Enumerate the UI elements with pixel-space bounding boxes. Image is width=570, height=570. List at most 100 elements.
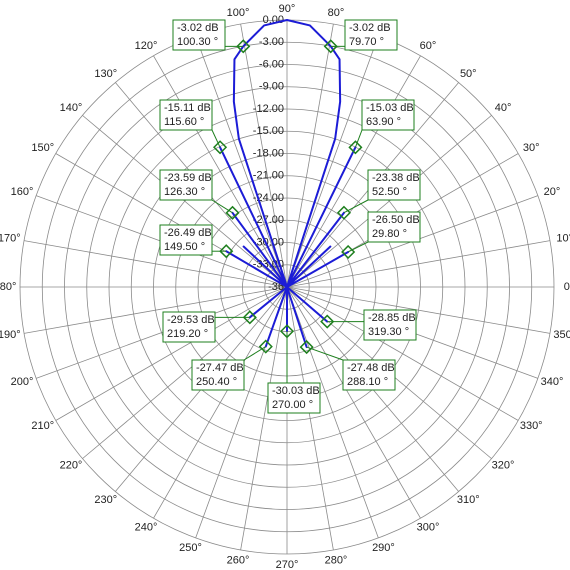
r-tick-label: -30.00	[253, 236, 284, 248]
marker	[219, 244, 234, 259]
marker-value-label: -30.03 dB	[272, 385, 320, 397]
marker-leader	[211, 129, 221, 148]
marker-box	[191, 359, 245, 391]
marker-box	[159, 224, 213, 256]
marker	[212, 140, 228, 155]
angle-tick-label: 200°	[11, 376, 34, 388]
angle-tick-label: 290°	[372, 542, 395, 554]
grid-spoke	[286, 23, 334, 288]
marker-value-label: -27.47 dB	[196, 362, 244, 374]
r-tick-label: -15.00	[253, 125, 284, 137]
marker-angle-label: 288.10 °	[347, 376, 388, 388]
pattern-line	[219, 19, 357, 349]
angle-tick-label: 310°	[457, 494, 480, 506]
marker-value-label: -15.11 dB	[164, 102, 211, 114]
marker	[279, 324, 295, 339]
marker-angle-label: 319.30 °	[368, 326, 409, 338]
angle-tick-label: 250°	[179, 542, 202, 554]
marker-value-label: -27.48 dB	[347, 362, 395, 374]
angle-tick-label: 160°	[11, 186, 34, 198]
angle-tick-label: 120°	[135, 40, 158, 52]
marker-box	[363, 309, 417, 341]
grid-spoke	[286, 286, 334, 551]
marker-angle-label: 219.20 °	[167, 328, 208, 340]
r-tick-label: -21.00	[253, 170, 284, 182]
marker-angle-label: 63.90 °	[366, 116, 401, 128]
angle-tick-label: 180°	[0, 281, 16, 293]
marker-leader	[347, 241, 369, 253]
marker-value-label: -29.53 dB	[167, 314, 215, 326]
marker-angle-label: 29.80 °	[372, 228, 407, 240]
grid-spoke	[82, 115, 288, 288]
grid-spoke	[286, 286, 379, 539]
marker-value-label: -23.38 dB	[372, 172, 420, 184]
angle-tick-label: 330°	[520, 420, 543, 432]
angle-tick-label: 230°	[94, 494, 117, 506]
grid-spoke	[23, 286, 288, 334]
marker-value-label: -15.03 dB	[366, 102, 414, 114]
grid-spoke	[286, 286, 551, 334]
marker	[258, 339, 273, 354]
grid-spoke	[286, 240, 551, 288]
marker-angle-label: 100.30 °	[177, 36, 218, 48]
r-tick-label: -27.00	[253, 214, 284, 226]
marker-value-label: -23.59 dB	[164, 172, 212, 184]
angle-tick-label: 300°	[417, 522, 440, 534]
marker-angle-label: 115.60 °	[164, 116, 204, 128]
angle-tick-label: 0°	[564, 281, 570, 293]
angle-tick-label: 350°	[553, 329, 570, 341]
marker-angle-label: 79.70 °	[349, 36, 384, 48]
grid-spoke	[286, 55, 421, 288]
grid-spoke	[153, 286, 288, 519]
grid-spoke	[153, 55, 288, 288]
marker	[336, 205, 352, 220]
marker-value-label: -28.85 dB	[368, 312, 416, 324]
r-tick-label: -9.00	[259, 81, 284, 93]
marker-angle-label: 52.50 °	[372, 186, 407, 198]
grid-spoke	[286, 286, 421, 519]
marker-box	[367, 211, 421, 243]
angle-tick-label: 30°	[523, 142, 540, 154]
marker-box	[162, 311, 216, 343]
angle-tick-label: 50°	[460, 68, 477, 80]
r-tick-label: -3.00	[259, 36, 284, 48]
marker-value-label: -3.02 dB	[349, 22, 391, 34]
grid-spoke	[55, 286, 288, 421]
marker-box	[342, 359, 396, 391]
angle-tick-label: 240°	[135, 522, 158, 534]
r-tick-label: -24.00	[253, 192, 284, 204]
angle-tick-label: 80°	[328, 7, 345, 19]
grid-spoke	[286, 286, 519, 421]
angle-tick-label: 130°	[94, 68, 117, 80]
marker-box	[172, 19, 226, 51]
angle-tick-label: 90°	[279, 3, 296, 15]
angle-tick-label: 220°	[60, 460, 83, 472]
angle-tick-label: 150°	[31, 142, 54, 154]
angle-tick-label: 190°	[0, 329, 21, 341]
angle-tick-label: 320°	[492, 460, 515, 472]
grid-spoke	[286, 35, 379, 288]
marker	[299, 340, 314, 355]
r-tick-label: -18.00	[253, 147, 284, 159]
angle-tick-label: 210°	[31, 420, 54, 432]
marker-box	[267, 382, 321, 414]
r-tick-label: -12.00	[253, 103, 284, 115]
marker-box	[361, 99, 415, 131]
grid-spoke	[195, 35, 288, 288]
marker	[225, 205, 240, 220]
marker-box	[159, 169, 213, 201]
marker-box	[159, 99, 213, 131]
angle-tick-label: 270°	[276, 559, 299, 570]
marker	[236, 39, 251, 54]
marker	[320, 314, 335, 329]
marker-angle-label: 126.30 °	[164, 186, 205, 198]
angle-tick-label: 60°	[420, 40, 437, 52]
grid-spoke	[286, 115, 492, 288]
angle-tick-label: 260°	[227, 555, 250, 567]
grid-spoke	[240, 286, 288, 551]
grid-spoke	[240, 23, 288, 288]
marker	[242, 310, 257, 325]
marker	[323, 39, 338, 54]
angle-tick-label: 280°	[325, 555, 348, 567]
